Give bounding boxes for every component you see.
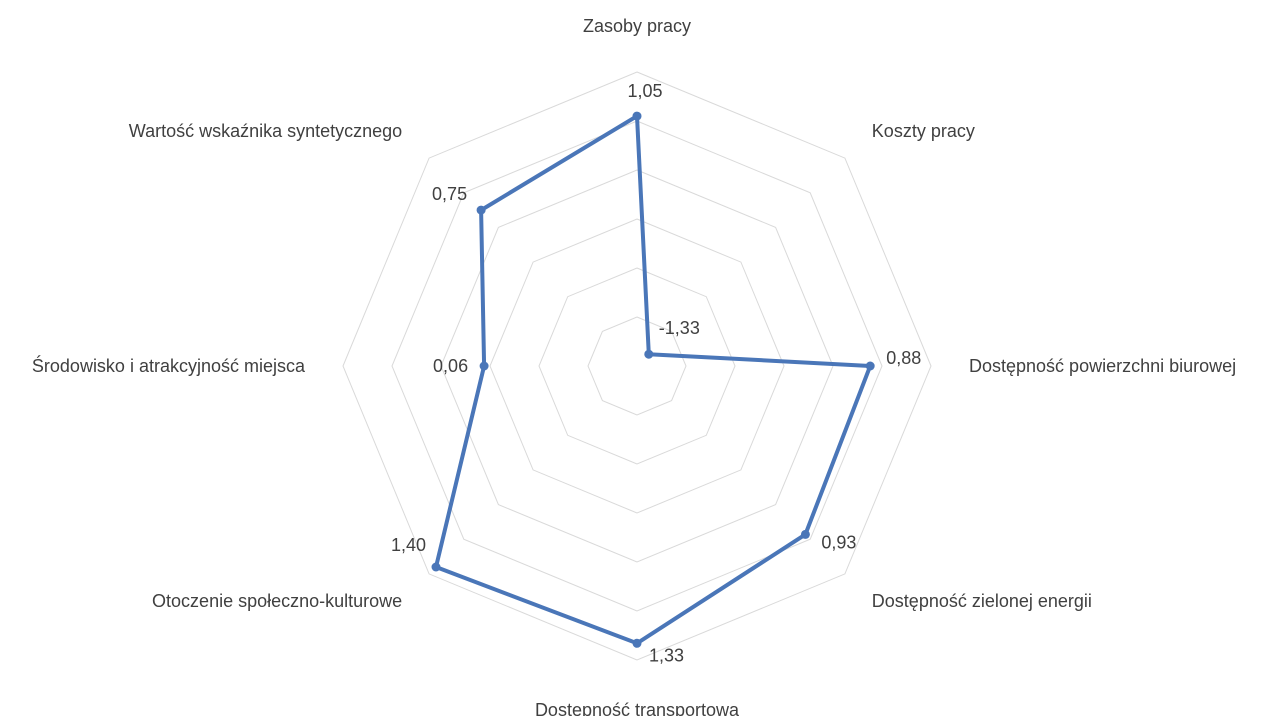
data-point-4 bbox=[800, 529, 810, 539]
data-point-6 bbox=[431, 562, 441, 572]
series-line-1 bbox=[434, 114, 873, 646]
data-label-2: -1,33 bbox=[659, 318, 700, 338]
data-label-7: 0,06 bbox=[433, 356, 468, 376]
axis-label-4: Dostępność zielonej energii bbox=[872, 591, 1092, 611]
axis-label-1: Zasoby pracy bbox=[583, 16, 691, 36]
data-label-4: 0,93 bbox=[821, 532, 856, 552]
data-label-3: 0,88 bbox=[886, 348, 921, 368]
data-label-6: 1,40 bbox=[391, 535, 426, 555]
axis-label-8: Wartość wskaźnika syntetycznego bbox=[129, 121, 402, 141]
data-point-3 bbox=[865, 361, 875, 371]
axis-label-layer: Zasoby pracy Koszty pracy Dostępność powie… bbox=[32, 16, 1236, 716]
axis-label-3: Dostępność powierzchni biurowej bbox=[969, 356, 1236, 376]
data-point-2 bbox=[644, 349, 654, 359]
grid-ring-1 bbox=[587, 316, 687, 416]
grid-ring-2 bbox=[538, 267, 736, 465]
data-point-8 bbox=[476, 205, 486, 215]
axis-label-7: Środowisko i atrakcyjność miejsca bbox=[32, 355, 306, 376]
data-point-7 bbox=[479, 361, 489, 371]
axis-label-2: Koszty pracy bbox=[872, 121, 975, 141]
data-label-layer: 1,05 -1,33 0,88 0,93 1,33 1,40 0,06 0,75 bbox=[391, 81, 921, 665]
data-point-1 bbox=[632, 111, 642, 121]
grid-ring-3 bbox=[489, 218, 785, 514]
data-label-5: 1,33 bbox=[649, 645, 684, 665]
series-layer bbox=[431, 111, 875, 648]
grid-ring-4 bbox=[440, 169, 834, 563]
grid-layer bbox=[342, 71, 932, 661]
data-label-1: 1,05 bbox=[627, 81, 662, 101]
grid-ring-5 bbox=[391, 120, 883, 612]
data-label-8: 0,75 bbox=[432, 184, 467, 204]
axis-label-6: Otoczenie społeczno-kulturowe bbox=[152, 591, 402, 611]
grid-ring-6 bbox=[342, 71, 932, 661]
data-point-5 bbox=[632, 638, 642, 648]
axis-label-5: Dostępność transportowa bbox=[535, 700, 740, 716]
